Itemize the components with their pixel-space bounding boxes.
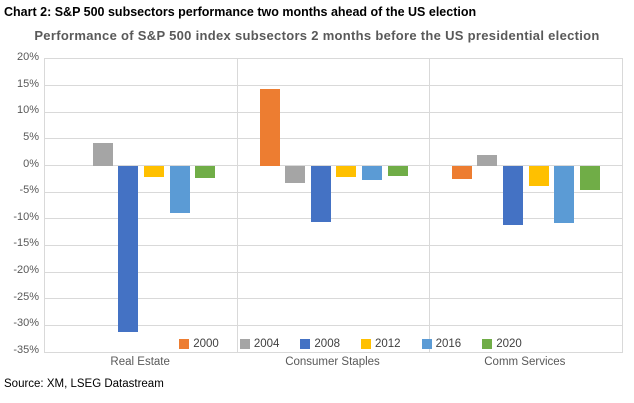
bar-2020-comm-services xyxy=(579,165,600,191)
legend-swatch xyxy=(421,339,432,349)
legend-item-2012: 2012 xyxy=(361,338,401,350)
legend-label: 2004 xyxy=(253,338,280,350)
y-axis-tick-label: -15% xyxy=(13,237,39,250)
legend: 2000 2004 2008 2012 2016 2020 xyxy=(62,338,634,350)
bar-2012-comm-services xyxy=(528,165,549,186)
gridline-h xyxy=(45,244,622,246)
bar-2020-consumer-staples xyxy=(387,165,408,177)
legend-swatch xyxy=(482,339,493,349)
plot-area: 2000 2004 2008 2012 2016 2020 xyxy=(44,58,623,353)
bar-2016-comm-services xyxy=(554,165,575,223)
legend-label: 2008 xyxy=(314,338,340,350)
y-axis-tick-label: 5% xyxy=(23,130,39,143)
x-axis-category-label: Comm Services xyxy=(484,356,566,368)
y-axis-tick-label: -5% xyxy=(19,184,39,197)
y-axis-tick-label: -20% xyxy=(13,264,39,277)
bar-2008-comm-services xyxy=(503,165,524,226)
bar-2004-real-estate xyxy=(92,143,113,166)
bar-2004-consumer-staples xyxy=(285,165,306,184)
y-axis-tick-label: -35% xyxy=(13,344,39,356)
gridline-h xyxy=(45,324,622,326)
gridline-h xyxy=(45,271,622,273)
gridline-h xyxy=(45,138,622,140)
legend-swatch xyxy=(300,339,311,349)
gridline-h xyxy=(45,165,622,167)
y-axis-tick-label: 15% xyxy=(16,77,39,90)
gridline-h xyxy=(45,298,622,300)
y-axis-tick-label: -10% xyxy=(13,210,39,223)
gridline-h xyxy=(45,111,622,113)
y-axis-tick-label: 10% xyxy=(16,104,39,117)
bar-2012-consumer-staples xyxy=(336,165,357,177)
bar-2008-real-estate xyxy=(118,165,139,333)
legend-item-2020: 2020 xyxy=(482,338,522,350)
bar-2008-consumer-staples xyxy=(310,165,331,222)
gridline-v xyxy=(236,59,238,352)
legend-label: 2012 xyxy=(375,338,401,350)
legend-item-2000: 2000 xyxy=(179,338,219,350)
chart-title: Performance of S&P 500 index subsectors … xyxy=(34,28,600,43)
y-axis-tick-label: 0% xyxy=(23,157,39,170)
gridline-h xyxy=(45,218,622,220)
bar-2004-comm-services xyxy=(477,154,498,166)
legend-item-2016: 2016 xyxy=(421,338,462,350)
legend-label: 2020 xyxy=(496,338,522,350)
legend-item-2008: 2008 xyxy=(300,338,340,350)
legend-swatch xyxy=(179,339,190,349)
legend-swatch xyxy=(361,339,371,349)
legend-swatch xyxy=(239,339,250,349)
gridline-h xyxy=(45,191,622,193)
bar-2000-consumer-staples xyxy=(259,88,280,166)
bar-2000-comm-services xyxy=(451,165,472,179)
legend-label: 2016 xyxy=(435,338,462,350)
y-axis-tick-label: -25% xyxy=(13,290,39,303)
bar-2016-real-estate xyxy=(169,165,190,214)
gridline-h xyxy=(45,85,622,87)
x-axis-category-label: Consumer Staples xyxy=(285,356,380,368)
bar-2020-real-estate xyxy=(195,165,216,179)
gridline-v xyxy=(429,59,431,352)
legend-label: 2000 xyxy=(193,338,219,350)
y-axis-tick-label: -30% xyxy=(13,317,39,330)
y-axis-tick-label: 20% xyxy=(16,51,39,63)
bar-2012-real-estate xyxy=(143,165,164,178)
legend-item-2004: 2004 xyxy=(239,338,280,350)
figure-caption: Chart 2: S&P 500 subsectors performance … xyxy=(4,5,477,19)
source-note: Source: XM, LSEG Datastream xyxy=(4,378,164,390)
bar-2016-consumer-staples xyxy=(361,165,382,180)
x-axis-category-label: Real Estate xyxy=(110,356,170,368)
